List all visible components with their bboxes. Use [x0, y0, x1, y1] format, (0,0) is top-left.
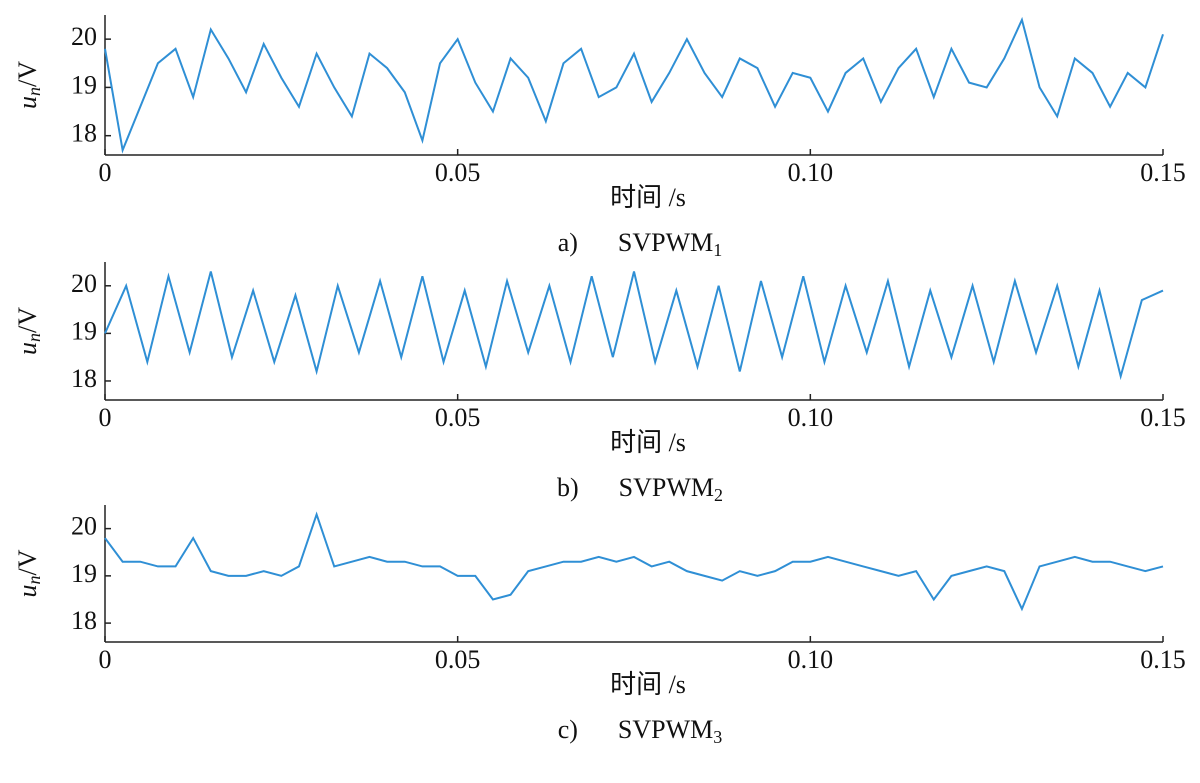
y-tick-label: 20 [71, 269, 97, 298]
x-tick-label: 0 [99, 158, 112, 187]
x-axis-label: 时间 /s [610, 670, 686, 699]
y-axis-label: un/V [13, 61, 44, 109]
x-tick-label: 0.15 [1140, 158, 1186, 187]
caption-subscript: 1 [713, 240, 722, 260]
y-tick-label: 19 [71, 316, 97, 345]
x-tick-label: 0.05 [435, 403, 481, 432]
x-tick-label: 0.15 [1140, 645, 1186, 674]
caption: a) SVPWM1 [558, 228, 723, 260]
y-tick-label: 18 [71, 364, 97, 393]
y-label-subscript: n [24, 333, 44, 342]
x-tick-label: 0.15 [1140, 403, 1186, 432]
data-line [104, 271, 1164, 381]
x-tick-label: 0.10 [788, 158, 834, 187]
x-tick-label: 0 [99, 403, 112, 432]
x-tick-label: 0.05 [435, 645, 481, 674]
y-label-symbol: u [13, 585, 42, 598]
y-label-unit: /V [13, 549, 42, 575]
y-tick-label: 18 [71, 606, 97, 635]
caption-label: c) [558, 715, 578, 744]
y-label-symbol: u [13, 342, 42, 355]
caption-subscript: 3 [713, 727, 722, 747]
y-label-symbol: u [13, 96, 42, 109]
caption-title: SVPWM [618, 228, 713, 257]
y-axis-label: un/V [13, 307, 44, 355]
x-tick-label: 0.10 [788, 403, 834, 432]
caption: b) SVPWM2 [557, 473, 723, 505]
data-line [104, 16, 1164, 154]
x-tick-label: 0 [99, 645, 112, 674]
x-axis-label: 时间 /s [610, 183, 686, 212]
x-tick-label: 0.05 [435, 158, 481, 187]
caption-label: a) [558, 228, 578, 257]
x-tick-label: 0.10 [788, 645, 834, 674]
panel: 18 19 20 0 0.05 0.10 0.15 时间 /s un/V a) SVPWM1 [13, 15, 1186, 260]
data-line [104, 511, 1164, 612]
y-label-unit: /V [13, 307, 42, 333]
panel: 18 19 20 0 0.05 0.10 0.15 时间 /s un/V c) SVPWM3 [13, 505, 1186, 747]
y-label-subscript: n [24, 87, 44, 96]
y-tick-label: 19 [71, 559, 97, 588]
caption-subscript: 2 [714, 485, 723, 505]
y-label-unit: /V [13, 61, 42, 87]
y-label-subscript: n [24, 576, 44, 585]
caption-title: SVPWM [618, 715, 713, 744]
y-tick-label: 20 [71, 512, 97, 541]
panel: 18 19 20 0 0.05 0.10 0.15 时间 /s un/V b) SVPWM2 [13, 262, 1186, 505]
caption-title: SVPWM [619, 473, 714, 502]
caption: c) SVPWM3 [558, 715, 723, 747]
y-tick-label: 19 [71, 70, 97, 99]
y-tick-label: 18 [71, 119, 97, 148]
caption-label: b) [557, 473, 579, 502]
y-axis-label: un/V [13, 549, 44, 597]
y-tick-label: 20 [71, 22, 97, 51]
x-axis-label: 时间 /s [610, 428, 686, 457]
